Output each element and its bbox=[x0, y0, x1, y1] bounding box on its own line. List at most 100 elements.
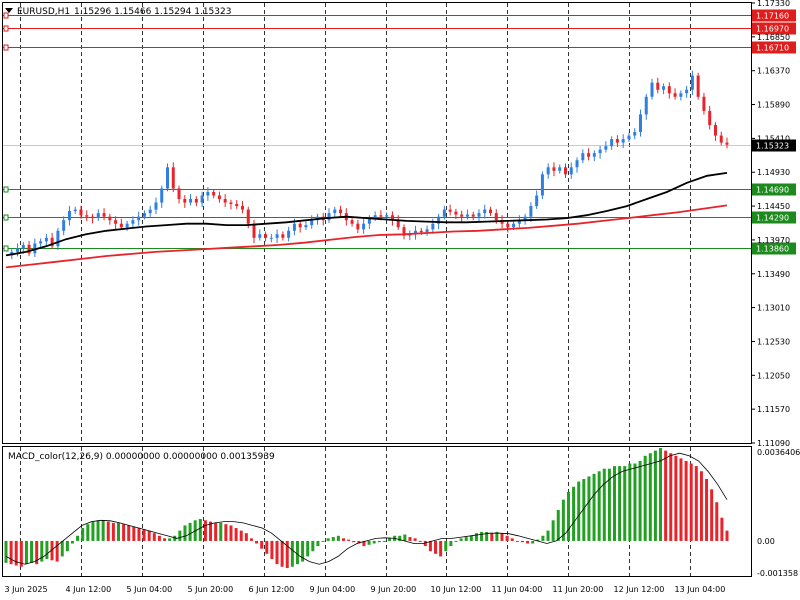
candle-body bbox=[367, 218, 371, 224]
candle-body bbox=[442, 209, 446, 217]
candle-body bbox=[385, 215, 389, 217]
macd-bar bbox=[469, 535, 473, 541]
candle-body bbox=[39, 241, 43, 244]
macd-bar bbox=[577, 481, 581, 541]
macd-bar bbox=[219, 522, 223, 541]
support-level-tag bbox=[752, 211, 796, 224]
macd-bar bbox=[316, 540, 320, 547]
macd-bar bbox=[541, 535, 545, 541]
macd-header: MACD_color(12,26,9) 0.00000000 0.0000000… bbox=[8, 452, 275, 462]
time-tick-label: 12 Jun 12:00 bbox=[614, 585, 665, 594]
price-tick-label: 1.13010 bbox=[757, 304, 790, 313]
macd-bar bbox=[4, 540, 8, 563]
macd-bar bbox=[86, 524, 90, 541]
candle-body bbox=[27, 244, 31, 254]
macd-bar bbox=[434, 540, 438, 554]
candle-body bbox=[154, 202, 158, 210]
macd-bar bbox=[152, 533, 156, 541]
support-level-tag bbox=[752, 183, 796, 196]
macd-bar bbox=[290, 540, 294, 567]
macd-bar bbox=[331, 537, 335, 541]
macd-bar bbox=[255, 540, 259, 544]
support-level-tag-label: 1.14690 bbox=[756, 186, 789, 195]
support-level-tag bbox=[752, 242, 796, 255]
macd-bar bbox=[132, 526, 136, 541]
macd-bar bbox=[638, 460, 642, 541]
resistance-level-handle[interactable] bbox=[3, 44, 9, 51]
candle-body bbox=[119, 223, 123, 228]
macd-bar bbox=[388, 538, 392, 541]
macd-bar bbox=[613, 466, 617, 541]
candle-body bbox=[177, 188, 181, 200]
candle-body bbox=[298, 223, 302, 228]
resistance-level-handle[interactable] bbox=[3, 12, 9, 19]
candle-body bbox=[638, 114, 642, 133]
candle-body bbox=[194, 199, 198, 203]
macd-bar bbox=[449, 540, 453, 547]
macd-bar bbox=[362, 540, 366, 547]
time-tick-label: 9 Jun 20:00 bbox=[371, 585, 417, 594]
macd-bar bbox=[592, 473, 596, 541]
macd-bar bbox=[352, 540, 356, 543]
macd-bar bbox=[566, 491, 570, 541]
candle-body bbox=[246, 209, 250, 224]
collapse-triangle-icon[interactable] bbox=[5, 8, 13, 13]
resistance-level-handle[interactable] bbox=[3, 25, 9, 32]
candle-body bbox=[696, 75, 700, 97]
time-tick-label: 6 Jun 12:00 bbox=[249, 585, 295, 594]
candle-body bbox=[171, 167, 175, 189]
candle-body bbox=[523, 216, 527, 221]
candle-body bbox=[33, 243, 37, 254]
macd-bar bbox=[607, 468, 611, 541]
candle-body bbox=[621, 139, 625, 143]
candle-body bbox=[206, 191, 210, 196]
candle-body bbox=[200, 195, 204, 203]
price-levels: 1.17160 1.16970 1.16710 1.14690 1.14290 1.138… bbox=[3, 9, 796, 255]
support-level-tag-label: 1.13860 bbox=[756, 245, 789, 254]
macd-bar bbox=[306, 540, 310, 557]
candle-body bbox=[142, 213, 146, 217]
macd-bar bbox=[70, 540, 74, 544]
candle-body bbox=[217, 195, 221, 200]
macd-bar bbox=[648, 453, 652, 541]
candle-body bbox=[454, 211, 458, 215]
candle-body bbox=[673, 93, 677, 97]
macd-bar bbox=[183, 525, 187, 541]
macd-bar bbox=[270, 540, 274, 559]
macd-bar bbox=[464, 537, 468, 541]
main-panel-frame bbox=[2, 2, 752, 444]
candle-body bbox=[339, 209, 343, 214]
support-level-handle[interactable] bbox=[3, 214, 9, 221]
candle-body bbox=[419, 230, 423, 233]
price-tick-label: 1.16850 bbox=[757, 33, 790, 42]
support-level-handle[interactable] bbox=[3, 245, 9, 252]
candle-body bbox=[425, 229, 429, 233]
candle-body bbox=[471, 214, 475, 217]
candle-body bbox=[690, 75, 694, 90]
macd-bar bbox=[674, 455, 678, 541]
macd-bar bbox=[224, 524, 228, 541]
macd-bar bbox=[203, 520, 207, 541]
candle-body bbox=[679, 93, 683, 97]
resistance-level-tag-label: 1.16970 bbox=[756, 25, 789, 34]
macd-bar bbox=[122, 524, 126, 541]
candle-body bbox=[21, 244, 25, 249]
macd-bar bbox=[715, 502, 719, 541]
macd-bar bbox=[725, 530, 729, 541]
macd-bar bbox=[439, 540, 443, 557]
support-level-handle[interactable] bbox=[3, 186, 9, 193]
candle-body bbox=[558, 167, 562, 171]
time-tick-label: 3 Jun 2025 bbox=[5, 585, 48, 594]
macd-bar bbox=[572, 486, 576, 541]
macd-bar bbox=[295, 540, 299, 565]
macd-bar bbox=[536, 539, 540, 541]
macd-bar bbox=[55, 540, 59, 562]
macd-bar bbox=[275, 540, 279, 565]
fast-moving-average-line bbox=[5, 172, 728, 257]
macd-bar bbox=[50, 540, 54, 561]
macd-bar bbox=[239, 530, 243, 541]
candle-body bbox=[431, 223, 435, 230]
macd-bar bbox=[260, 540, 264, 549]
candle-body bbox=[160, 188, 164, 203]
candle-body bbox=[189, 199, 193, 203]
